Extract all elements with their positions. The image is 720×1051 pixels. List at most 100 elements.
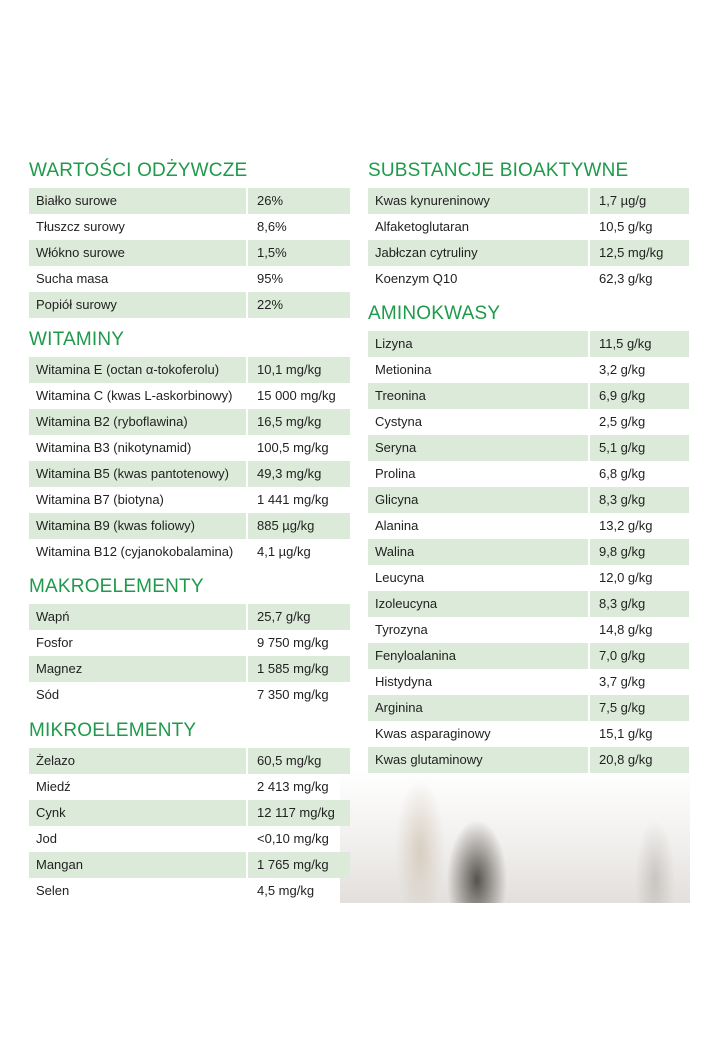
table-row: Seryna 5,1 g/kg <box>368 435 689 461</box>
table-row: Witamina B3 (nikotynamid) 100,5 mg/kg <box>29 435 350 461</box>
table-row: Magnez 1 585 mg/kg <box>29 656 350 682</box>
table-row: Popiół surowy 22% <box>29 292 350 318</box>
nutrient-name: Witamina B9 (kwas foliowy) <box>29 513 246 539</box>
nutrient-name: Alfaketoglutaran <box>375 219 469 234</box>
nutrient-value: 60,5 mg/kg <box>248 748 350 774</box>
nutrient-name: Witamina B3 (nikotynamid) <box>36 440 192 455</box>
nutrient-name: Witamina B2 (ryboflawina) <box>29 409 246 435</box>
nutrient-value: 2,5 g/kg <box>599 414 646 429</box>
nutrient-value: 9,8 g/kg <box>590 539 689 565</box>
nutrient-table: Lizyna 11,5 g/kg Metionina 3,2 g/kg Treonina… <box>368 331 689 773</box>
nutrient-name: Tyrozyna <box>375 622 428 637</box>
nutrient-value: 1,7 µg/g <box>590 188 689 214</box>
nutrient-value: 5,1 g/kg <box>590 435 689 461</box>
nutrient-name: Selen <box>36 883 70 898</box>
nutrient-value: 10,1 mg/kg <box>248 357 350 383</box>
nutrient-name: Witamina E (octan α-tokoferolu) <box>29 357 246 383</box>
nutrient-value: 2 413 mg/kg <box>257 779 329 794</box>
nutrient-value: 25,7 g/kg <box>248 604 350 630</box>
table-row: Leucyna 12,0 g/kg <box>368 565 689 591</box>
nutrient-name: Mangan <box>29 852 246 878</box>
table-row: Glicyna 8,3 g/kg <box>368 487 689 513</box>
nutrient-value: 12 117 mg/kg <box>248 800 350 826</box>
table-row: Witamina B2 (ryboflawina) 16,5 mg/kg <box>29 409 350 435</box>
nutrient-name: Koenzym Q10 <box>375 271 458 286</box>
nutrient-value: 49,3 mg/kg <box>248 461 350 487</box>
table-row: Jod <0,10 mg/kg <box>29 826 350 852</box>
nutrient-table: Witamina E (octan α-tokoferolu) 10,1 mg/k… <box>29 357 350 565</box>
section-makroelementy: MAKROELEMENTY Wapń 25,7 g/kg Fosfor 9 750 mg… <box>29 576 350 708</box>
section-mikroelementy: MIKROELEMENTY Żelazo 60,5 mg/kg Miedź 2 413 … <box>29 720 350 904</box>
section-wartos-ci-odz-ywcze: WARTOŚCI ODŻYWCZE Białko surowe 26% Tłuszcz… <box>29 160 350 318</box>
nutrient-name: Tłuszcz surowy <box>36 219 125 234</box>
nutrient-value: 16,5 mg/kg <box>248 409 350 435</box>
table-row: Białko surowe 26% <box>29 188 350 214</box>
nutrient-value: <0,10 mg/kg <box>257 831 329 846</box>
table-row: Walina 9,8 g/kg <box>368 539 689 565</box>
table-row: Wapń 25,7 g/kg <box>29 604 350 630</box>
table-row: Fenyloalanina 7,0 g/kg <box>368 643 689 669</box>
nutrient-name: Cynk <box>29 800 246 826</box>
nutrient-name: Kwas asparaginowy <box>375 726 491 741</box>
nutrient-name: Walina <box>368 539 588 565</box>
nutrient-value: 6,9 g/kg <box>590 383 689 409</box>
table-row: Sód 7 350 mg/kg <box>29 682 350 708</box>
nutrient-value: 22% <box>248 292 350 318</box>
background-photo <box>340 770 690 903</box>
nutrient-name: Glicyna <box>368 487 588 513</box>
section-heading: MAKROELEMENTY <box>29 576 204 597</box>
table-row: Mangan 1 765 mg/kg <box>29 852 350 878</box>
table-row: Tłuszcz surowy 8,6% <box>29 214 350 240</box>
nutrient-value: 20,8 g/kg <box>590 747 689 773</box>
nutrient-value: 10,5 g/kg <box>599 219 653 234</box>
nutrient-value: 1 585 mg/kg <box>248 656 350 682</box>
table-row: Żelazo 60,5 mg/kg <box>29 748 350 774</box>
nutrient-name: Wapń <box>29 604 246 630</box>
table-row: Histydyna 3,7 g/kg <box>368 669 689 695</box>
table-row: Treonina 6,9 g/kg <box>368 383 689 409</box>
nutrient-value: 9 750 mg/kg <box>257 635 329 650</box>
nutrient-value: 8,3 g/kg <box>590 591 689 617</box>
table-row: Lizyna 11,5 g/kg <box>368 331 689 357</box>
nutrient-value: 95% <box>257 271 284 286</box>
table-row: Kwas glutaminowy 20,8 g/kg <box>368 747 689 773</box>
section-substancje-bioaktywne: SUBSTANCJE BIOAKTYWNE Kwas kynureninowy 1,… <box>368 160 689 292</box>
table-row: Witamina B5 (kwas pantotenowy) 49,3 mg/kg <box>29 461 350 487</box>
table-row: Arginina 7,5 g/kg <box>368 695 689 721</box>
nutrient-table: Wapń 25,7 g/kg Fosfor 9 750 mg/kg Magnez 1 58… <box>29 604 350 708</box>
table-row: Prolina 6,8 g/kg <box>368 461 689 487</box>
nutrient-value: 14,8 g/kg <box>599 622 653 637</box>
table-row: Witamina B7 (biotyna) 1 441 mg/kg <box>29 487 350 513</box>
nutrient-name: Jod <box>36 831 57 846</box>
nutrient-name: Jabłczan cytruliny <box>368 240 588 266</box>
nutrient-value: 1 441 mg/kg <box>257 492 329 507</box>
nutrient-name: Treonina <box>368 383 588 409</box>
table-row: Metionina 3,2 g/kg <box>368 357 689 383</box>
table-row: Witamina E (octan α-tokoferolu) 10,1 mg/k… <box>29 357 350 383</box>
section-heading: MIKROELEMENTY <box>29 720 197 741</box>
section-heading: AMINOKWASY <box>368 303 501 324</box>
nutrient-name: Kwas kynureninowy <box>368 188 588 214</box>
nutrient-value: 7,0 g/kg <box>590 643 689 669</box>
table-row: Cystyna 2,5 g/kg <box>368 409 689 435</box>
nutrient-name: Magnez <box>29 656 246 682</box>
nutrient-value: 8,6% <box>257 219 287 234</box>
table-row: Włókno surowe 1,5% <box>29 240 350 266</box>
nutrient-name: Witamina B12 (cyjanokobalamina) <box>36 544 234 559</box>
nutrient-value: 885 µg/kg <box>248 513 350 539</box>
nutrient-name: Izoleucyna <box>368 591 588 617</box>
table-row: Koenzym Q10 62,3 g/kg <box>368 266 689 292</box>
nutrient-value: 100,5 mg/kg <box>257 440 329 455</box>
nutrient-name: Żelazo <box>29 748 246 774</box>
nutrient-name: Fenyloalanina <box>368 643 588 669</box>
nutrient-table: Żelazo 60,5 mg/kg Miedź 2 413 mg/kg Cynk 12 1… <box>29 748 350 904</box>
table-row: Witamina C (kwas L-askorbinowy) 15 000 mg… <box>29 383 350 409</box>
nutrient-value: 15,1 g/kg <box>599 726 653 741</box>
nutrient-name: Witamina B7 (biotyna) <box>36 492 164 507</box>
nutrient-name: Arginina <box>368 695 588 721</box>
nutrient-name: Metionina <box>375 362 432 377</box>
nutrient-value: 1 765 mg/kg <box>248 852 350 878</box>
section-heading: SUBSTANCJE BIOAKTYWNE <box>368 160 629 181</box>
nutrient-table: Białko surowe 26% Tłuszcz surowy 8,6% Włókno… <box>29 188 350 318</box>
